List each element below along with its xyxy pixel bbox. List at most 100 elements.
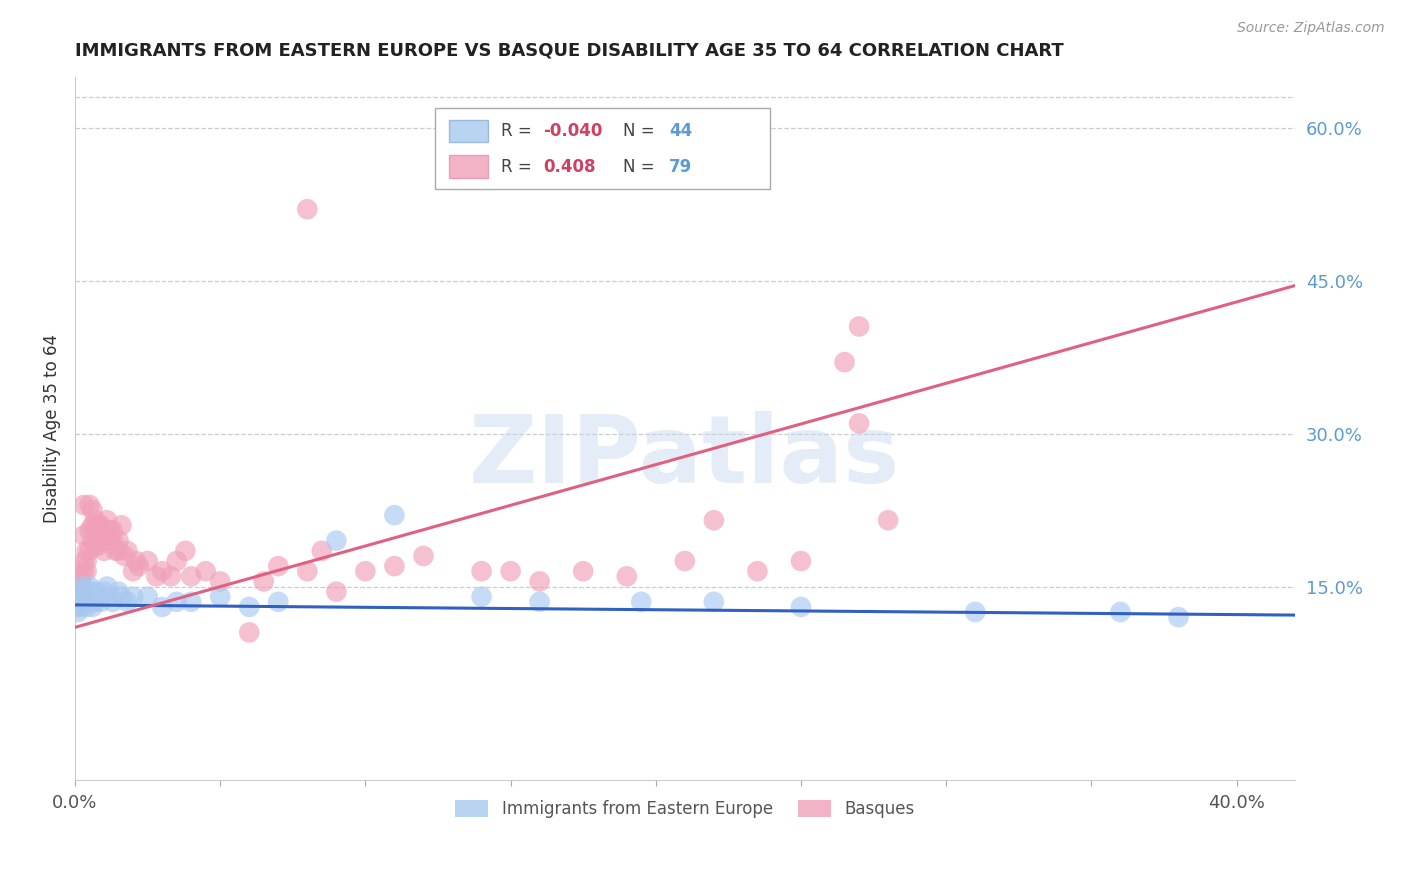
- Point: [384, 508, 406, 523]
- Point: [101, 595, 124, 609]
- Text: R =: R =: [501, 158, 541, 176]
- Point: [98, 533, 121, 548]
- Text: N =: N =: [623, 158, 659, 176]
- Point: [790, 599, 813, 614]
- Point: [84, 539, 107, 553]
- Point: [66, 599, 89, 614]
- Point: [1109, 605, 1132, 619]
- Point: [96, 524, 118, 538]
- Point: [499, 564, 522, 578]
- Point: [84, 524, 107, 538]
- Point: [122, 590, 145, 604]
- Point: [125, 554, 148, 568]
- Point: [572, 564, 595, 578]
- Point: [82, 533, 104, 548]
- Text: 0.408: 0.408: [543, 158, 596, 176]
- Point: [145, 569, 167, 583]
- Point: [73, 554, 96, 568]
- Point: [84, 584, 107, 599]
- Text: Source: ZipAtlas.com: Source: ZipAtlas.com: [1237, 21, 1385, 35]
- Point: [87, 539, 110, 553]
- Point: [79, 524, 101, 538]
- Legend: Immigrants from Eastern Europe, Basques: Immigrants from Eastern Europe, Basques: [449, 793, 921, 825]
- Bar: [450, 120, 488, 142]
- Point: [180, 595, 202, 609]
- Point: [107, 584, 129, 599]
- Point: [630, 595, 652, 609]
- Point: [209, 590, 232, 604]
- Point: [79, 544, 101, 558]
- Point: [66, 574, 89, 589]
- Point: [848, 417, 870, 431]
- Point: [104, 544, 127, 558]
- Point: [76, 590, 98, 604]
- Point: [267, 559, 290, 574]
- Point: [703, 513, 725, 527]
- Point: [160, 569, 183, 583]
- Point: [747, 564, 769, 578]
- Point: [69, 569, 91, 583]
- Point: [136, 554, 159, 568]
- Point: [87, 590, 110, 604]
- Point: [267, 595, 290, 609]
- Text: -0.040: -0.040: [543, 122, 603, 140]
- Bar: [434, 108, 770, 189]
- Point: [87, 518, 110, 533]
- Point: [93, 584, 115, 599]
- Point: [238, 599, 260, 614]
- Point: [66, 590, 89, 604]
- Point: [98, 524, 121, 538]
- Point: [122, 564, 145, 578]
- Point: [412, 549, 434, 563]
- Point: [69, 580, 91, 594]
- Text: 79: 79: [669, 158, 692, 176]
- Point: [703, 595, 725, 609]
- Point: [128, 559, 150, 574]
- Point: [93, 533, 115, 548]
- Point: [470, 564, 492, 578]
- Point: [69, 574, 91, 589]
- Point: [98, 590, 121, 604]
- Point: [174, 544, 197, 558]
- Point: [238, 625, 260, 640]
- Point: [93, 544, 115, 558]
- Point: [73, 595, 96, 609]
- Point: [209, 574, 232, 589]
- Point: [384, 559, 406, 574]
- Point: [253, 574, 276, 589]
- Point: [66, 584, 89, 599]
- Point: [73, 498, 96, 512]
- Point: [76, 554, 98, 568]
- Point: [101, 533, 124, 548]
- Point: [101, 524, 124, 538]
- Point: [150, 564, 173, 578]
- Point: [96, 580, 118, 594]
- Point: [877, 513, 900, 527]
- Point: [79, 595, 101, 609]
- Point: [79, 580, 101, 594]
- Point: [93, 524, 115, 538]
- Point: [297, 202, 319, 217]
- Point: [311, 544, 333, 558]
- Point: [297, 564, 319, 578]
- Point: [69, 590, 91, 604]
- Point: [90, 518, 112, 533]
- Point: [107, 533, 129, 548]
- Y-axis label: Disability Age 35 to 64: Disability Age 35 to 64: [44, 334, 60, 523]
- Text: 44: 44: [669, 122, 692, 140]
- Point: [73, 564, 96, 578]
- Point: [616, 569, 638, 583]
- Point: [150, 599, 173, 614]
- Point: [112, 549, 135, 563]
- Point: [69, 584, 91, 599]
- Point: [76, 544, 98, 558]
- Point: [66, 595, 89, 609]
- Point: [66, 605, 89, 619]
- Point: [90, 595, 112, 609]
- Point: [76, 564, 98, 578]
- Point: [82, 503, 104, 517]
- Point: [76, 599, 98, 614]
- Point: [79, 584, 101, 599]
- Point: [110, 518, 132, 533]
- Point: [1167, 610, 1189, 624]
